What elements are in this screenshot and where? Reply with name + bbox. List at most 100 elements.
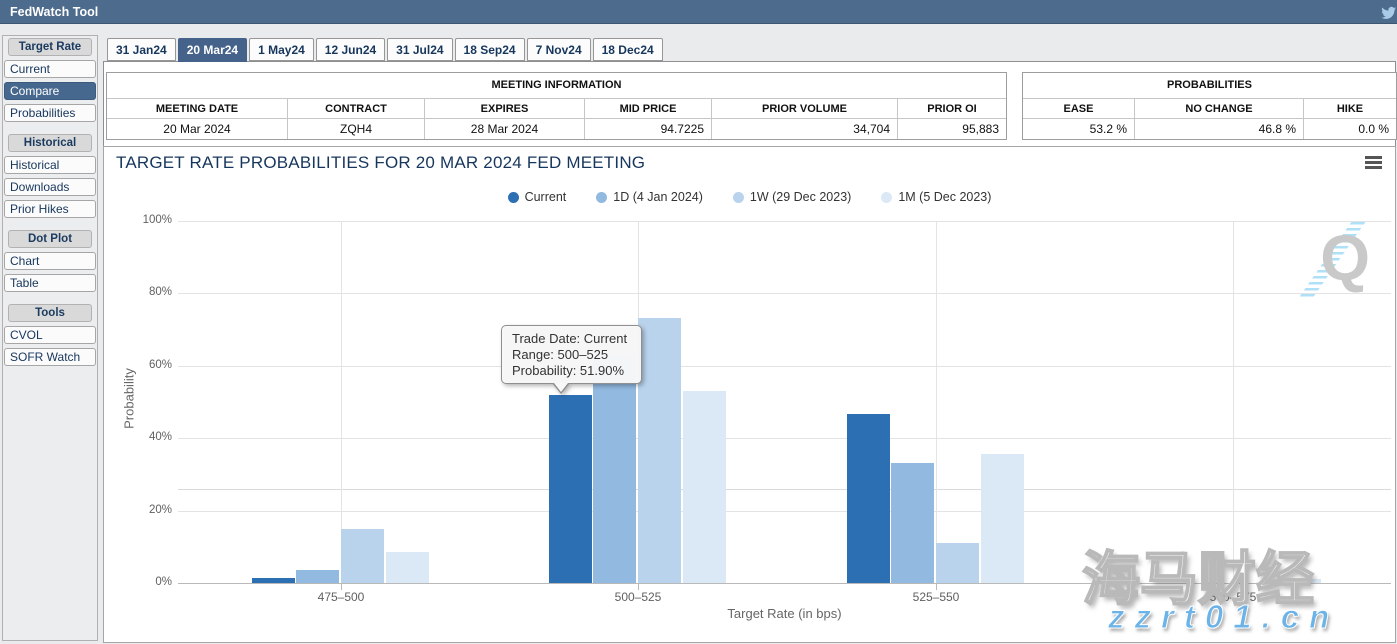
gridline-y-20 xyxy=(178,511,1391,512)
bar-1w-29-dec-2023-525-550[interactable] xyxy=(936,543,979,583)
bar-1m-5-dec-2023-475-500[interactable] xyxy=(386,552,429,583)
app-header: FedWatch Tool xyxy=(0,0,1397,24)
legend-marker-icon xyxy=(508,192,519,203)
tab-1-may24[interactable]: 1 May24 xyxy=(249,38,314,61)
gridline-y-80 xyxy=(178,293,1391,294)
table-title-meeting-information: MEETING INFORMATION xyxy=(107,73,1006,98)
y-tick-label-100: 100% xyxy=(132,214,172,226)
cell-ease: 53.2 % xyxy=(1023,118,1134,139)
sidebar: Target Rate Current Compare Probabilities Hi… xyxy=(2,35,98,641)
y-tick-label-20: 20% xyxy=(132,504,172,516)
quikstrike-q-letter: Q xyxy=(1320,226,1370,290)
legend-label: 1D (4 Jan 2024) xyxy=(613,190,703,204)
chart-tooltip: Trade Date: Current Range: 500–525 Proba… xyxy=(501,325,642,384)
gridline-extra xyxy=(178,489,1391,490)
sidebar-item-table[interactable]: Table xyxy=(4,274,96,292)
gridline-y-100 xyxy=(178,221,1391,222)
probabilities-table: PROBABILITIESEASENO CHANGEHIKE53.2 %46.8… xyxy=(1022,72,1397,140)
column-header-expires: EXPIRES xyxy=(424,98,584,118)
bar-1m-5-dec-2023-525-550[interactable] xyxy=(981,454,1024,583)
tab-20-mar24[interactable]: 20 Mar24 xyxy=(178,38,247,62)
sidebar-section-target-rate: Target Rate xyxy=(8,38,92,56)
gridline-y-40 xyxy=(178,438,1391,439)
y-tick-label-0: 0% xyxy=(132,576,172,588)
y-tick-label-40: 40% xyxy=(132,431,172,443)
cell-contract: ZQH4 xyxy=(287,118,424,139)
chart-title: TARGET RATE PROBABILITIES FOR 20 MAR 202… xyxy=(116,153,645,173)
legend-label: 1M (5 Dec 2023) xyxy=(898,190,991,204)
tab-12-jun24[interactable]: 12 Jun24 xyxy=(316,38,385,61)
chart-menu-icon[interactable] xyxy=(1365,156,1382,170)
tab-31-jul24[interactable]: 31 Jul24 xyxy=(387,38,452,61)
legend-label: Current xyxy=(525,190,567,204)
sidebar-item-probabilities[interactable]: Probabilities xyxy=(4,104,96,122)
app-title: FedWatch Tool xyxy=(10,0,98,24)
chart-legend: Current 1D (4 Jan 2024) 1W (29 Dec 2023) 1M… xyxy=(104,190,1395,204)
column-header-no-change: NO CHANGE xyxy=(1134,98,1303,118)
sidebar-item-cvol[interactable]: CVOL xyxy=(4,326,96,344)
cell-prior-oi: 95,883 xyxy=(897,118,1006,139)
sidebar-section-historical: Historical xyxy=(8,134,92,152)
sidebar-item-historical[interactable]: Historical xyxy=(4,156,96,174)
cell-no-change: 46.8 % xyxy=(1134,118,1303,139)
tooltip-probability: Probability: 51.90% xyxy=(512,363,641,379)
cell-mid-price: 94.7225 xyxy=(584,118,711,139)
column-header-prior-volume: PRIOR VOLUME xyxy=(711,98,897,118)
sidebar-section-tools: Tools xyxy=(8,304,92,322)
column-header-mid-price: MID PRICE xyxy=(584,98,711,118)
sidebar-item-downloads[interactable]: Downloads xyxy=(4,178,96,196)
bar-current-500-525[interactable] xyxy=(549,395,592,583)
sidebar-item-sofr-watch[interactable]: SOFR Watch xyxy=(4,348,96,366)
bar-1d-4-jan-2024-500-525[interactable] xyxy=(593,354,636,583)
bar-1w-29-dec-2023-500-525[interactable] xyxy=(638,318,681,583)
sidebar-item-compare[interactable]: Compare xyxy=(4,82,96,100)
gridline-x-550-575 xyxy=(1233,221,1234,583)
cell-prior-volume: 34,704 xyxy=(711,118,897,139)
column-header-meeting-date: MEETING DATE xyxy=(107,98,287,118)
gridline-y-60 xyxy=(178,366,1391,367)
sidebar-item-chart[interactable]: Chart xyxy=(4,252,96,270)
legend-item-1w-29-dec-2023[interactable]: 1W (29 Dec 2023) xyxy=(733,190,851,204)
legend-item-current[interactable]: Current xyxy=(508,190,567,204)
x-tick-label-500-525: 500–525 xyxy=(578,590,698,604)
bar-1d-4-jan-2024-475-500[interactable] xyxy=(296,570,339,583)
y-axis-title: Probability xyxy=(122,334,137,464)
bar-current-525-550[interactable] xyxy=(847,414,890,583)
meeting-information-table: MEETING INFORMATIONMEETING DATECONTRACTE… xyxy=(106,72,1007,140)
gridline-x-525-550 xyxy=(936,221,937,583)
meeting-date-tabs: 31 Jan2420 Mar241 May2412 Jun2431 Jul241… xyxy=(107,38,663,62)
tab-18-sep24[interactable]: 18 Sep24 xyxy=(455,38,525,61)
tooltip-trade-date: Trade Date: Current xyxy=(512,331,641,347)
cell-meeting-date: 20 Mar 2024 xyxy=(107,118,287,139)
sidebar-item-current[interactable]: Current xyxy=(4,60,96,78)
sidebar-item-prior-hikes[interactable]: Prior Hikes xyxy=(4,200,96,218)
legend-marker-icon xyxy=(881,192,892,203)
bar-1d-4-jan-2024-525-550[interactable] xyxy=(891,463,934,583)
legend-marker-icon xyxy=(596,192,607,203)
x-tick-label-525-550: 525–550 xyxy=(876,590,996,604)
site-watermark-url: zzrt01.cn xyxy=(1108,598,1339,636)
bar-1m-5-dec-2023-500-525[interactable] xyxy=(683,391,726,583)
column-header-contract: CONTRACT xyxy=(287,98,424,118)
cell-hike: 0.0 % xyxy=(1303,118,1396,139)
tab-7-nov24[interactable]: 7 Nov24 xyxy=(527,38,591,61)
x-tick-label-475-500: 475–500 xyxy=(281,590,401,604)
legend-marker-icon xyxy=(733,192,744,203)
column-header-ease: EASE xyxy=(1023,98,1134,118)
quikstrike-watermark: Q xyxy=(1288,222,1388,298)
legend-label: 1W (29 Dec 2023) xyxy=(750,190,851,204)
y-tick-label-60: 60% xyxy=(132,359,172,371)
legend-item-1m-5-dec-2023[interactable]: 1M (5 Dec 2023) xyxy=(881,190,991,204)
legend-item-1d-4-jan-2024[interactable]: 1D (4 Jan 2024) xyxy=(596,190,703,204)
tooltip-range: Range: 500–525 xyxy=(512,347,641,363)
twitter-share-icon[interactable] xyxy=(1380,4,1396,20)
column-header-prior-oi: PRIOR OI xyxy=(897,98,1006,118)
fedwatch-app: FedWatch Tool Target Rate Current Compare P… xyxy=(0,0,1397,644)
y-tick-label-80: 80% xyxy=(132,286,172,298)
bar-1w-29-dec-2023-475-500[interactable] xyxy=(341,529,384,583)
sidebar-section-dot-plot: Dot Plot xyxy=(8,230,92,248)
column-header-hike: HIKE xyxy=(1303,98,1396,118)
tab-31-jan24[interactable]: 31 Jan24 xyxy=(107,38,176,61)
tab-18-dec24[interactable]: 18 Dec24 xyxy=(593,38,663,61)
cell-expires: 28 Mar 2024 xyxy=(424,118,584,139)
